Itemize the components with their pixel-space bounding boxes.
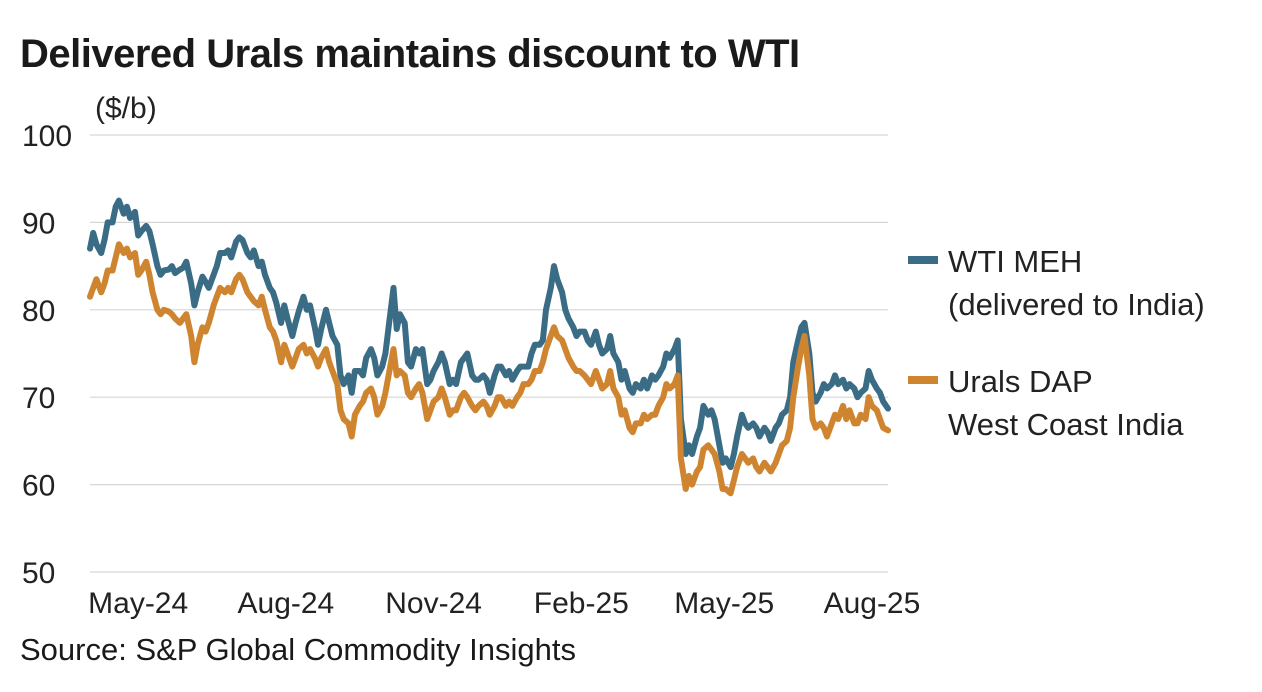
- x-tick-label-Aug-24: Aug-24: [238, 587, 335, 620]
- y-tick-label-80: 80: [22, 295, 55, 328]
- y-tick-label-50: 50: [22, 557, 55, 590]
- x-axis-ticks: May-24 Aug-24 Nov-24 Feb-25 May-25 Aug-25: [88, 587, 920, 620]
- y-tick-label-90: 90: [22, 207, 55, 240]
- y-tick-label-70: 70: [22, 382, 55, 415]
- legend-label-wti-meh-2: (delivered to India): [948, 287, 1205, 322]
- source-note: Source: S&P Global Commodity Insights: [20, 632, 576, 667]
- series-line-wti-meh: [87, 197, 891, 471]
- y-tick-label-100: 100: [22, 120, 72, 153]
- legend-label-urals-dap-2: West Coast India: [948, 407, 1184, 442]
- legend: WTI MEH (delivered to India) Urals DAP West…: [908, 244, 1205, 442]
- series-lines: [87, 197, 891, 497]
- chart-title: Delivered Urals maintains discount to WT…: [20, 32, 800, 76]
- x-tick-label-Aug-25: Aug-25: [824, 587, 921, 620]
- x-tick-label-Feb-25: Feb-25: [534, 587, 629, 620]
- legend-label-wti-meh-1: WTI MEH: [948, 244, 1082, 279]
- grid-lines: [90, 134, 888, 573]
- x-tick-label-May-24: May-24: [88, 587, 188, 620]
- x-tick-label-May-25: May-25: [674, 587, 774, 620]
- legend-label-urals-dap-1: Urals DAP: [948, 364, 1093, 399]
- y-tick-label-60: 60: [22, 470, 55, 503]
- y-axis-ticks: 50 60 70 80 90 100: [22, 120, 72, 590]
- x-tick-label-Nov-24: Nov-24: [385, 587, 482, 620]
- y-axis-unit: ($/b): [95, 92, 157, 125]
- series-line-urals-dap: [87, 241, 891, 497]
